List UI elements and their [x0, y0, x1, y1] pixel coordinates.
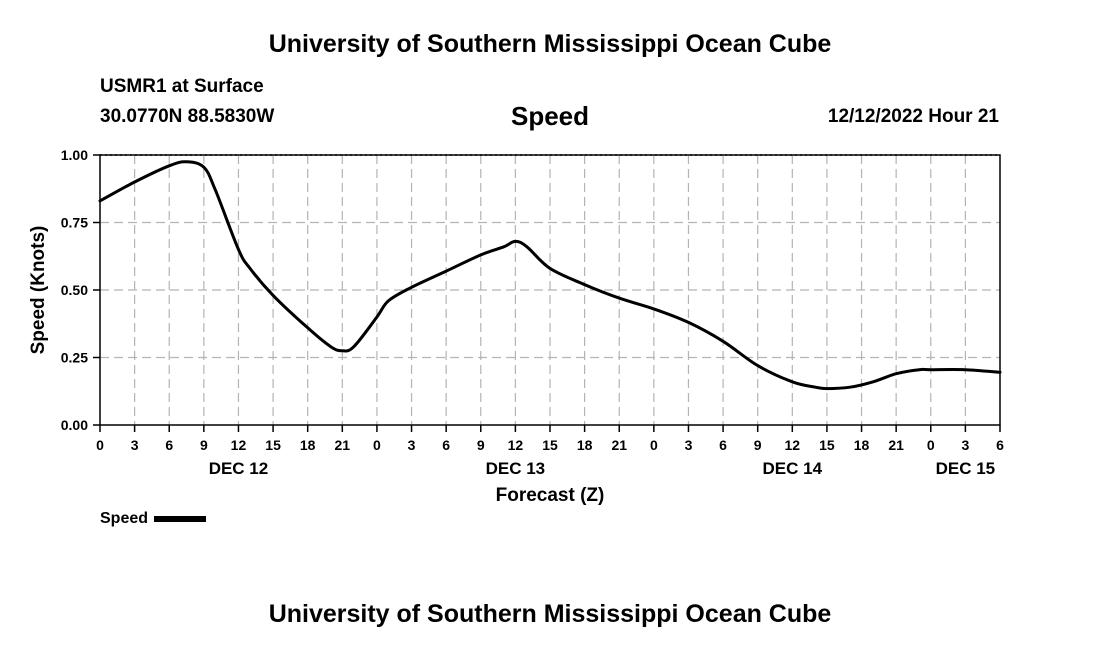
x-tick-label: 3	[131, 437, 139, 453]
coordinates-label: 30.0770N 88.5830W	[100, 106, 275, 127]
station-label: USMR1 at Surface	[100, 76, 264, 97]
x-tick-label: 0	[96, 437, 104, 453]
x-tick-label: 6	[996, 437, 1004, 453]
day-label: DEC 15	[936, 459, 996, 478]
x-tick-label: 18	[854, 437, 870, 453]
x-tick-label: 9	[200, 437, 208, 453]
x-tick-label: 12	[785, 437, 801, 453]
x-tick-label: 6	[442, 437, 450, 453]
y-tick-label: 0.50	[61, 282, 88, 298]
y-tick-label: 0.00	[61, 417, 88, 433]
x-tick-label: 18	[577, 437, 593, 453]
x-axis: 0 3 6 9 12 15 18 21 0 3 6 9 12 15 18 21 0 3 6 9 12 15 18 21 0 3 6D…	[96, 425, 1004, 478]
x-tick-label: 21	[611, 437, 627, 453]
x-tick-label: 0	[373, 437, 381, 453]
x-tick-label: 6	[165, 437, 173, 453]
x-tick-label: 0	[650, 437, 658, 453]
x-tick-label: 18	[300, 437, 316, 453]
x-tick-label: 21	[335, 437, 351, 453]
y-axis-label: Speed (Knots)	[28, 226, 49, 355]
page-title-bottom: University of Southern Mississippi Ocean…	[268, 600, 832, 628]
y-tick-label: 1.00	[61, 147, 88, 163]
y-tick-label: 0.25	[61, 350, 88, 366]
x-tick-label: 9	[477, 437, 485, 453]
chart-grid	[100, 154, 1000, 425]
chart-title: Speed	[510, 101, 590, 131]
x-tick-label: 3	[408, 437, 416, 453]
speed-series-line	[98, 160, 1002, 391]
x-tick-label: 15	[265, 437, 281, 453]
x-tick-label: 9	[754, 437, 762, 453]
legend: Speed	[100, 510, 207, 528]
x-tick-label: 6	[719, 437, 727, 453]
page-title: University of Southern Mississippi Ocean…	[268, 30, 832, 58]
x-tick-label: 21	[888, 437, 904, 453]
x-tick-label: 3	[685, 437, 693, 453]
x-tick-label: 15	[819, 437, 835, 453]
day-label: DEC 14	[763, 459, 823, 478]
speed-chart: 0.00 0.25 0.50 0.75 1.00 0 3 6 9 12 15 18 21 0 3 6 9 12 1…	[28, 147, 1004, 506]
legend-swatch	[154, 515, 207, 522]
y-axis: 0.00 0.25 0.50 0.75 1.00	[61, 147, 100, 433]
x-tick-label: 12	[231, 437, 247, 453]
day-label: DEC 13	[486, 459, 546, 478]
x-tick-label: 3	[961, 437, 969, 453]
legend-label: Speed	[100, 510, 149, 527]
x-axis-label: Forecast (Z)	[496, 485, 605, 506]
day-label: DEC 12	[209, 459, 269, 478]
y-tick-label: 0.75	[61, 215, 88, 231]
x-tick-label: 12	[508, 437, 524, 453]
x-tick-label: 0	[927, 437, 935, 453]
x-tick-label: 15	[542, 437, 558, 453]
forecast-date-label: 12/12/2022 Hour 21	[827, 106, 999, 127]
